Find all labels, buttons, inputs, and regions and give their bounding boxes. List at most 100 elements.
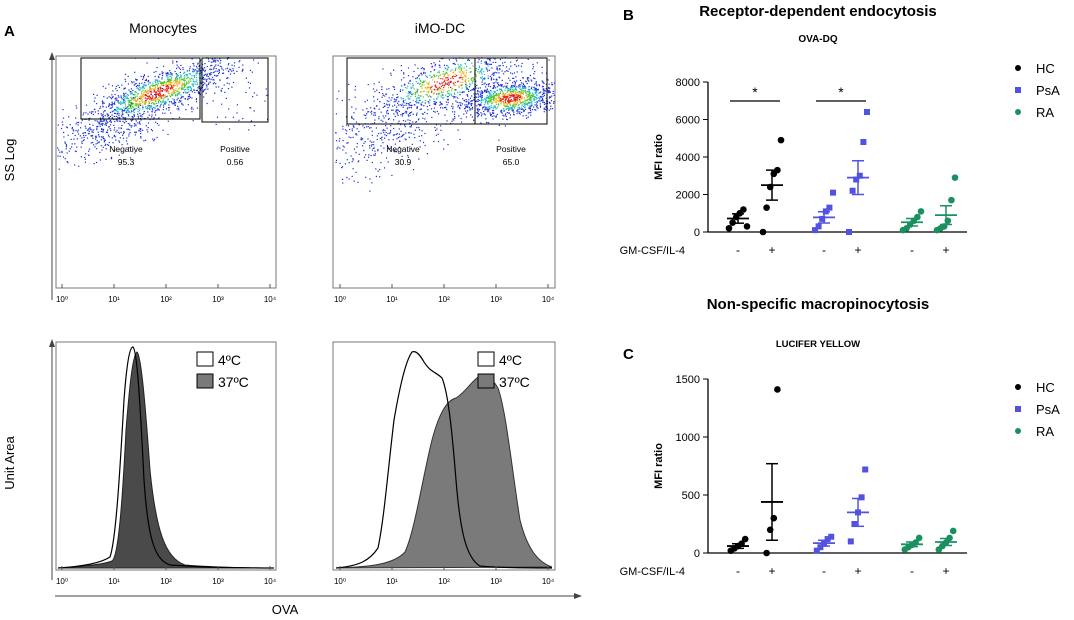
event-dot [390,125,392,127]
event-dot [140,130,142,132]
event-dot [202,85,204,87]
event-dot [168,104,170,106]
event-dot [167,84,169,86]
event-dot [181,85,183,87]
event-dot [512,110,514,112]
event-dot [135,91,137,93]
event-dot [205,88,207,90]
event-dot [125,80,127,82]
event-dot [130,126,132,128]
event-dot [496,113,498,116]
event-dot [527,104,529,106]
event-dot [507,101,509,103]
event-dot [206,84,208,86]
event-dot [195,83,197,85]
event-dot [125,95,127,97]
event-dot [517,98,519,100]
event-dot [77,133,80,135]
event-dot [178,101,180,103]
event-dot [508,108,510,111]
event-dot [99,117,101,119]
event-dot [407,107,409,109]
event-dot [88,133,90,135]
event-dot [145,84,147,86]
event-dot [469,71,471,73]
event-dot [420,95,422,97]
event-dot [453,113,455,115]
event-dot [144,79,146,82]
event-dot [416,112,418,114]
event-dot [121,109,123,111]
data-point [948,196,955,204]
event-dot [173,99,175,101]
event-dot [183,72,185,74]
event-dot [139,89,141,91]
event-dot [517,109,519,111]
event-dot [153,117,155,119]
event-dot [537,89,539,91]
event-dot [353,126,355,128]
event-dot [158,83,160,85]
event-dot [550,105,552,107]
event-dot [371,144,373,146]
event-dot [507,94,509,96]
event-dot [87,133,89,135]
event-dot [513,86,515,88]
event-dot [88,128,90,130]
event-dot [253,59,255,61]
event-dot [502,86,504,88]
event-dot [160,96,163,99]
event-dot [74,134,76,137]
event-dot [167,133,169,136]
event-dot [121,98,123,100]
event-dot [502,65,504,67]
event-dot [498,94,500,96]
event-dot [103,141,105,143]
event-dot [487,111,489,113]
event-dot [249,107,251,109]
event-dot [417,82,419,84]
event-dot [161,73,163,75]
event-dot [382,129,385,131]
event-dot [477,93,479,95]
event-dot [158,87,160,89]
event-dot [151,116,153,118]
event-dot [467,89,469,91]
event-dot [410,107,412,109]
event-dot [186,78,188,80]
event-dot [509,114,511,116]
event-dot [531,80,533,82]
event-dot [543,94,545,97]
event-dot [145,94,147,96]
event-dot [177,78,179,80]
event-dot [174,82,176,84]
x-tick-label: + [768,564,775,578]
event-dot [350,137,352,139]
event-dot [113,134,116,136]
event-dot [387,109,389,112]
event-dot [176,99,178,101]
event-dot [195,74,197,76]
event-dot [67,162,69,164]
event-dot [249,69,252,71]
event-dot [176,67,178,69]
event-dot [434,111,436,113]
event-dot [452,72,454,74]
event-dot [149,82,151,84]
event-dot [455,68,457,71]
event-dot [553,101,555,103]
event-dot [500,102,502,104]
event-dot [253,92,255,94]
event-dot [158,76,160,79]
event-dot [539,95,542,97]
event-dot [413,133,415,135]
event-dot [196,67,198,69]
event-dot [170,101,172,103]
event-dot [214,92,216,94]
event-dot [479,105,481,107]
event-dot [188,70,190,72]
event-dot [487,100,489,102]
event-dot [138,110,141,112]
event-dot [522,92,524,94]
